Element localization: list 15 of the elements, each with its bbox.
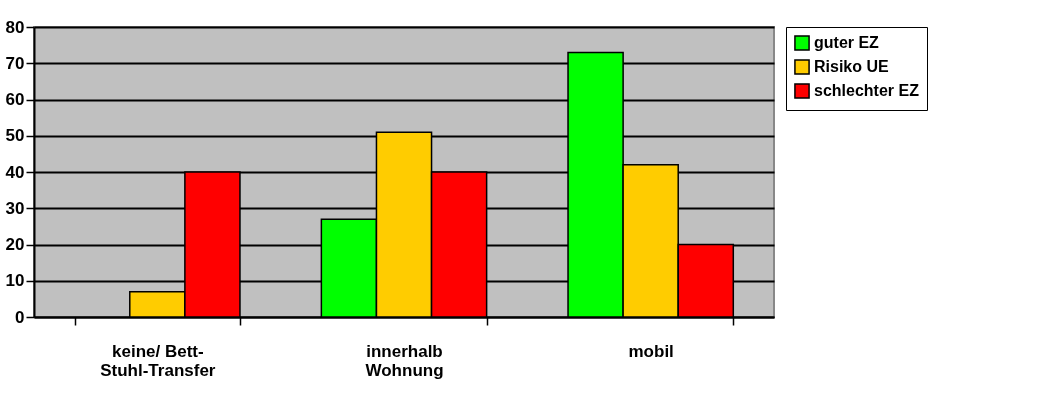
x-tick-label: innerhalb Wohnung [365,341,444,380]
y-tick-label: 0 [15,307,25,327]
legend-label: guter EZ [814,34,880,51]
y-tick-label: 10 [5,271,25,291]
x-tick-label: keine/ Bett-Stuhl-Transfer [100,341,216,380]
x-tick-label: mobil [628,341,674,361]
y-tick-label: 60 [5,90,25,109]
y-tick-label: 20 [5,235,25,254]
y-tick-label: 50 [5,126,25,146]
y-tick-label: 40 [5,162,25,182]
legend-label: Risiko UE [814,58,890,75]
y-tick-label: 70 [5,53,25,73]
y-tick-label: 30 [5,198,25,218]
y-tick-label: 80 [5,17,25,37]
legend-label: schlechter EZ [814,82,920,99]
